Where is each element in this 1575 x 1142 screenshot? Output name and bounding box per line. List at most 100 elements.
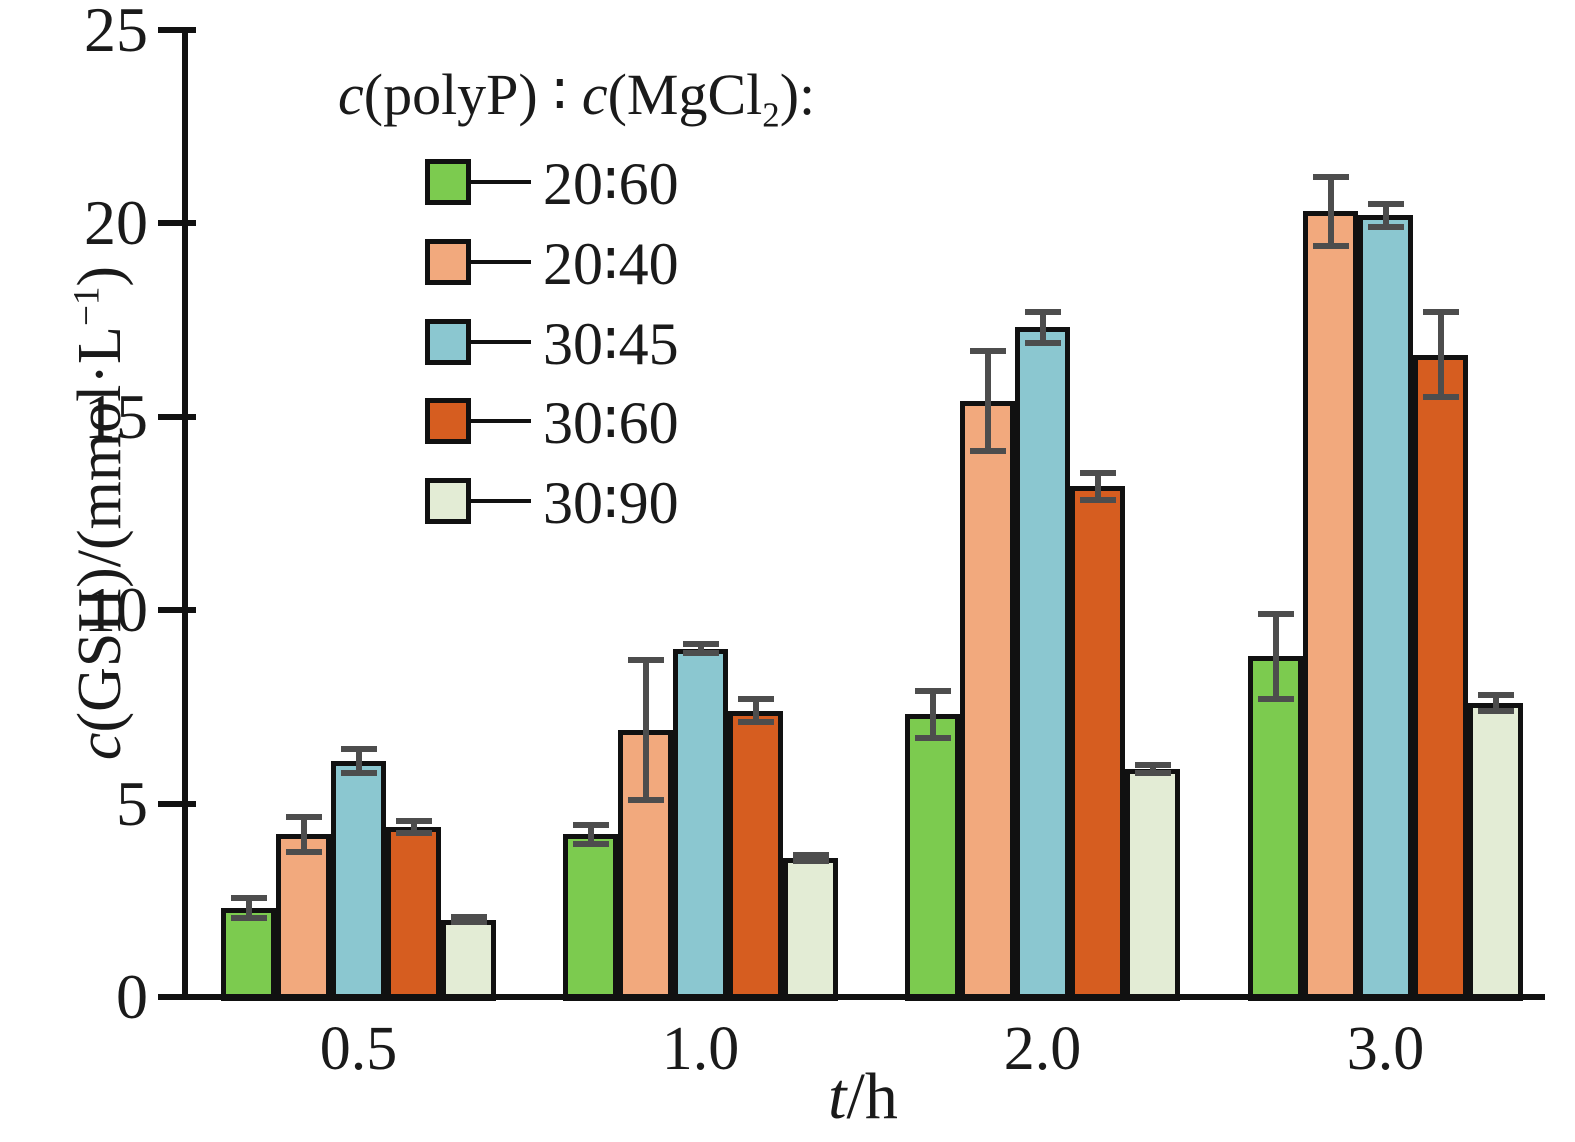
bar-30-45-1.0 bbox=[673, 648, 728, 1001]
bar-30-45-2.0 bbox=[1015, 327, 1070, 1001]
bar-30-60-0.5 bbox=[386, 826, 441, 1001]
error-bar-20-60-2.0 bbox=[929, 691, 936, 738]
x-tick-label-0.5: 0.5 bbox=[319, 1015, 398, 1083]
legend-label-20-40: 20∶40 bbox=[543, 231, 679, 297]
error-bar-20-60-3.0 bbox=[1272, 613, 1279, 699]
error-bar-cap-bottom-30-60-1.0 bbox=[737, 719, 774, 726]
error-bar-30-60-0.5 bbox=[410, 820, 417, 833]
legend-connector-line-30-60 bbox=[471, 419, 531, 423]
legend-title-end: ): bbox=[779, 62, 816, 127]
error-bar-cap-top-20-60-2.0 bbox=[914, 688, 951, 695]
error-bar-cap-top-30-45-2.0 bbox=[1024, 309, 1061, 315]
error-bar-cap-top-30-60-2.0 bbox=[1079, 469, 1116, 476]
error-bar-30-60-3.0 bbox=[1437, 312, 1444, 398]
error-bar-30-60-2.0 bbox=[1094, 472, 1101, 500]
error-bar-cap-bottom-20-40-2.0 bbox=[969, 448, 1006, 455]
legend-label-30-90: 30∶90 bbox=[543, 470, 679, 536]
legend-swatch-30-90 bbox=[425, 478, 471, 524]
legend-label-30-60: 30∶60 bbox=[543, 390, 679, 456]
error-bar-cap-top-30-90-1.0 bbox=[792, 851, 829, 858]
error-bar-cap-bottom-30-45-0.5 bbox=[340, 769, 377, 776]
error-bar-cap-top-20-40-0.5 bbox=[285, 814, 322, 821]
x-axis-line bbox=[182, 994, 1545, 1000]
legend-title-c2: c bbox=[581, 62, 608, 127]
x-axis-title: t/h bbox=[763, 1064, 963, 1130]
legend-connector-line-20-60 bbox=[471, 180, 531, 184]
error-bar-30-90-2.0 bbox=[1149, 764, 1156, 773]
error-bar-cap-bottom-30-90-1.0 bbox=[792, 857, 829, 864]
error-bar-cap-top-20-60-3.0 bbox=[1257, 610, 1294, 617]
bar-20-60-0.5 bbox=[221, 907, 276, 1001]
legend-title-c1: c bbox=[338, 62, 364, 127]
error-bar-cap-top-30-45-0.5 bbox=[340, 746, 377, 753]
y-tick-label-5: 5 bbox=[116, 767, 148, 839]
bar-30-90-0.5 bbox=[441, 919, 496, 1001]
legend-title-sub: 2 bbox=[762, 95, 780, 135]
error-bar-20-40-2.0 bbox=[984, 350, 991, 452]
error-bar-cap-top-30-90-0.5 bbox=[450, 914, 487, 921]
error-bar-cap-top-20-40-3.0 bbox=[1312, 173, 1349, 180]
bar-30-45-3.0 bbox=[1358, 215, 1413, 1001]
bar-30-90-1.0 bbox=[783, 857, 838, 1001]
x-tick-label-1.0: 1.0 bbox=[661, 1015, 740, 1083]
legend-label-20-60: 20∶60 bbox=[543, 151, 679, 217]
error-bar-cap-bottom-20-40-1.0 bbox=[627, 796, 664, 803]
error-bar-cap-bottom-30-90-0.5 bbox=[450, 918, 487, 925]
error-bar-cap-top-30-60-3.0 bbox=[1422, 309, 1459, 315]
error-bar-30-90-3.0 bbox=[1492, 695, 1499, 711]
bar-30-60-2.0 bbox=[1070, 486, 1125, 1001]
bar-30-60-1.0 bbox=[728, 710, 783, 1001]
error-bar-cap-bottom-30-60-3.0 bbox=[1422, 394, 1459, 401]
bar-30-90-3.0 bbox=[1468, 702, 1523, 1001]
y-tick-label-20: 20 bbox=[84, 187, 148, 258]
error-bar-cap-bottom-30-60-0.5 bbox=[395, 829, 432, 836]
bar-30-90-2.0 bbox=[1125, 768, 1180, 1001]
bar-20-40-3.0 bbox=[1303, 211, 1358, 1001]
x-axis-title-t: t bbox=[828, 1060, 847, 1133]
error-bar-20-60-0.5 bbox=[245, 898, 252, 918]
error-bar-cap-top-20-40-2.0 bbox=[969, 347, 1006, 354]
y-axis-tick-5 bbox=[158, 800, 196, 807]
bar-30-45-0.5 bbox=[331, 760, 386, 1001]
error-bar-cap-top-30-45-1.0 bbox=[682, 641, 719, 648]
error-bar-cap-top-30-45-3.0 bbox=[1367, 200, 1404, 207]
legend-title-mid: (polyP) ∶ bbox=[363, 62, 582, 127]
y-axis-tick-0 bbox=[158, 994, 196, 1000]
y-tick-label-0: 0 bbox=[116, 961, 148, 1032]
x-axis-title-rest: /h bbox=[846, 1060, 898, 1133]
error-bar-cap-bottom-30-45-1.0 bbox=[682, 650, 719, 657]
error-bar-cap-bottom-30-90-2.0 bbox=[1134, 769, 1171, 776]
y-tick-label-25: 25 bbox=[84, 0, 148, 65]
error-bar-20-40-0.5 bbox=[300, 817, 307, 852]
legend-swatch-30-45 bbox=[425, 319, 471, 365]
legend-connector-line-30-90 bbox=[471, 499, 531, 503]
error-bar-20-40-1.0 bbox=[642, 660, 649, 800]
error-bar-cap-top-20-40-1.0 bbox=[627, 657, 664, 664]
error-bar-cap-bottom-30-45-2.0 bbox=[1024, 339, 1061, 346]
y-tick-label-10: 10 bbox=[84, 574, 148, 645]
error-bar-cap-bottom-20-40-0.5 bbox=[285, 848, 322, 855]
error-bar-cap-top-30-60-1.0 bbox=[737, 696, 774, 702]
error-bar-cap-bottom-20-60-3.0 bbox=[1257, 696, 1294, 702]
error-bar-cap-bottom-30-90-3.0 bbox=[1477, 707, 1514, 714]
error-bar-cap-bottom-20-60-0.5 bbox=[230, 914, 267, 921]
y-axis-tick-25 bbox=[158, 26, 196, 33]
error-bar-20-40-3.0 bbox=[1327, 176, 1334, 247]
legend-connector-line-30-45 bbox=[471, 340, 531, 344]
bar-20-60-3.0 bbox=[1248, 656, 1303, 1001]
y-tick-label-15: 15 bbox=[84, 380, 148, 452]
legend-swatch-20-60 bbox=[425, 159, 471, 205]
bar-20-40-2.0 bbox=[960, 401, 1015, 1001]
bar-20-60-2.0 bbox=[905, 714, 960, 1001]
error-bar-30-90-1.0 bbox=[807, 854, 814, 861]
bar-20-60-1.0 bbox=[563, 834, 618, 1001]
y-axis-tick-20 bbox=[158, 220, 196, 226]
legend-label-30-45: 30∶45 bbox=[543, 311, 679, 377]
error-bar-cap-bottom-20-60-2.0 bbox=[914, 734, 951, 741]
legend-title: c(polyP) ∶ c(MgCl2): bbox=[338, 66, 815, 133]
y-axis-line bbox=[182, 27, 188, 1000]
error-bar-cap-top-30-90-3.0 bbox=[1477, 692, 1514, 699]
x-tick-label-2.0: 2.0 bbox=[1003, 1015, 1082, 1083]
x-tick-label-3.0: 3.0 bbox=[1346, 1015, 1425, 1083]
